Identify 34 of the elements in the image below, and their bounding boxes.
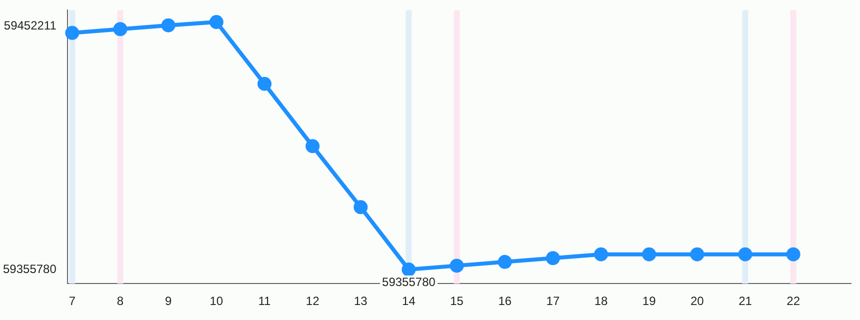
x-tick-label: 16 xyxy=(498,294,512,308)
x-tick-label: 13 xyxy=(354,294,368,308)
point xyxy=(642,247,656,262)
x-tick-label: 9 xyxy=(165,294,172,308)
data-label: 59355780 xyxy=(382,274,436,289)
x-tick-label: 11 xyxy=(258,294,272,308)
point xyxy=(594,247,608,262)
x-tick-label: 22 xyxy=(786,294,800,308)
x-tick-label: 7 xyxy=(68,294,76,308)
x-tick-label: 18 xyxy=(594,294,608,308)
x-tick-label: 8 xyxy=(116,294,124,308)
x-tick-label: 12 xyxy=(306,294,320,308)
point xyxy=(450,258,464,273)
x-tick-label: 19 xyxy=(642,294,656,308)
x-tick-label: 10 xyxy=(210,294,224,308)
point xyxy=(161,18,176,32)
x-tick-label: 21 xyxy=(738,294,752,308)
point xyxy=(354,200,368,214)
point xyxy=(498,254,512,269)
y-tick-label: 59452211 xyxy=(4,18,57,33)
x-tick-label: 15 xyxy=(450,294,464,308)
point xyxy=(546,251,560,266)
point xyxy=(113,22,128,36)
point xyxy=(306,139,320,154)
x-tick-label: 17 xyxy=(546,294,560,308)
point xyxy=(738,247,752,262)
point xyxy=(786,247,800,262)
point xyxy=(402,262,416,277)
point xyxy=(209,15,224,30)
x-tick-label: 14 xyxy=(402,294,416,308)
point xyxy=(65,26,80,40)
point xyxy=(690,247,704,262)
x-tick-label: 20 xyxy=(690,294,704,308)
point xyxy=(257,76,272,91)
